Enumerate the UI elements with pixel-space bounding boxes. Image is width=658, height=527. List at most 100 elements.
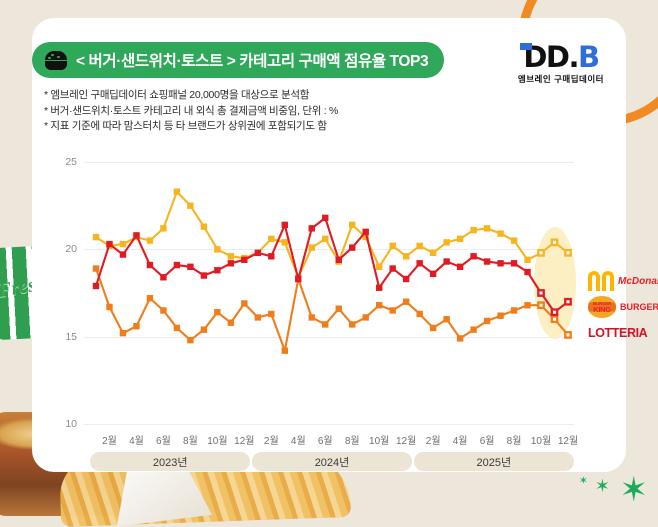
data-point	[376, 284, 383, 291]
data-point	[227, 260, 235, 267]
data-point	[187, 263, 194, 270]
data-point	[362, 314, 369, 321]
data-point	[322, 235, 329, 243]
x-axis-tick-label: 12월	[557, 436, 579, 447]
x-axis-tick-label: 6월	[317, 436, 333, 447]
x-axis-tick-label: 12월	[234, 436, 255, 447]
data-point	[376, 302, 383, 309]
data-point	[241, 300, 248, 307]
y-axis-tick-label: 25	[65, 156, 77, 168]
data-point	[429, 270, 437, 277]
gridline	[84, 249, 574, 251]
data-point	[470, 253, 477, 260]
legend-item-mcdonalds[interactable]: McDonald's	[588, 268, 658, 294]
data-point	[200, 223, 208, 230]
data-point	[497, 312, 504, 319]
data-point	[524, 256, 531, 264]
logo-letter-b: B	[578, 40, 600, 74]
data-point	[214, 267, 221, 274]
data-point	[497, 260, 504, 267]
series-burger-king	[92, 265, 572, 354]
data-point	[173, 261, 181, 269]
burgerking-logo-icon: BURGER KING	[588, 296, 616, 318]
data-point	[160, 225, 167, 232]
data-point	[200, 272, 208, 279]
data-point	[133, 322, 140, 330]
chart-series-layer	[92, 188, 572, 354]
data-point	[119, 240, 127, 248]
data-point	[119, 329, 127, 337]
data-point	[200, 326, 208, 333]
data-point	[187, 202, 194, 209]
data-point	[470, 326, 477, 333]
data-point	[402, 253, 410, 260]
data-point	[376, 263, 383, 270]
data-point	[133, 232, 140, 239]
data-point	[389, 265, 396, 272]
x-axis-tick-label: 6월	[156, 436, 171, 447]
data-point	[254, 249, 262, 257]
data-point	[510, 260, 518, 267]
data-point	[564, 297, 572, 306]
series-lotteria	[92, 214, 572, 317]
chart-plot-area: 10 15 20 25 2월 4월 6월 8월 10월 12월 2월 4월 6월 8월 10월 12월 2월 4…	[65, 156, 578, 471]
ddb-wordmark: DD.B	[518, 42, 604, 72]
data-point	[349, 244, 356, 251]
data-point	[268, 235, 275, 243]
data-point	[173, 324, 181, 332]
notes-block: * 엠브레인 구매딥데이터 쇼핑패널 20,000명을 대상으로 분석함 * 버…	[44, 88, 338, 135]
data-point	[537, 289, 545, 297]
data-point	[564, 331, 572, 339]
data-point	[92, 282, 100, 290]
legend-label: BURGER KING	[620, 302, 658, 312]
x-axis-tick-label: 8월	[183, 436, 198, 447]
data-point	[214, 309, 221, 316]
data-point	[443, 316, 450, 323]
data-point	[119, 251, 127, 258]
data-point	[443, 258, 450, 265]
data-point	[483, 258, 491, 265]
data-point	[402, 298, 410, 305]
data-point	[160, 307, 167, 314]
burger-icon	[45, 51, 67, 70]
data-point	[146, 237, 154, 244]
data-point	[322, 214, 329, 222]
x-axis-tick-label: 4월	[452, 436, 468, 447]
data-point	[106, 240, 113, 248]
data-point	[254, 314, 262, 321]
gridline	[84, 336, 574, 338]
data-point	[497, 230, 504, 237]
data-point	[187, 336, 194, 344]
star-icon: ✶	[619, 471, 649, 509]
data-point	[146, 261, 154, 269]
data-point	[443, 239, 450, 246]
legend-item-lotteria[interactable]: LOTTERIA	[588, 320, 658, 346]
x-axis-tick-label: 10월	[207, 436, 228, 447]
mcdonalds-logo-icon	[588, 271, 614, 291]
note-line: * 지표 기준에 따라 맘스터치 등 타 브랜드가 상위권에 포함되기도 함	[44, 120, 327, 132]
data-point	[483, 317, 491, 325]
logo-letter-d2: D	[545, 40, 570, 74]
x-axis-tick-label: 6월	[479, 436, 495, 447]
data-point	[281, 221, 289, 229]
logo-subtitle: 엠브레인 구매딥데이터	[517, 74, 604, 84]
data-point	[349, 221, 356, 229]
data-point	[550, 308, 559, 317]
line-chart: 10 15 20 25 2월 4월 6월 8월 10월 12월 2월 4월 6월 8월 10월 12월 2월 4…	[32, 156, 658, 471]
year-label-2024: 2024년	[251, 452, 413, 471]
legend-label: McDonald's	[618, 275, 658, 287]
star-icon: ✶	[578, 475, 588, 487]
category-title-badge: < 버거·샌드위치·토스트 > 카테고리 구매액 점유율 TOP3	[32, 42, 445, 78]
data-point	[429, 249, 437, 257]
data-point	[483, 225, 491, 232]
data-point	[416, 310, 423, 318]
data-point	[402, 275, 410, 283]
data-point	[470, 226, 477, 234]
data-point	[106, 303, 113, 311]
data-point	[429, 324, 437, 332]
x-axis-tick-label: 8월	[506, 436, 522, 447]
x-axis-tick-label: 4월	[129, 436, 144, 447]
star-icon: ✶	[594, 476, 610, 496]
x-axis-tick-label: 4월	[290, 436, 306, 447]
